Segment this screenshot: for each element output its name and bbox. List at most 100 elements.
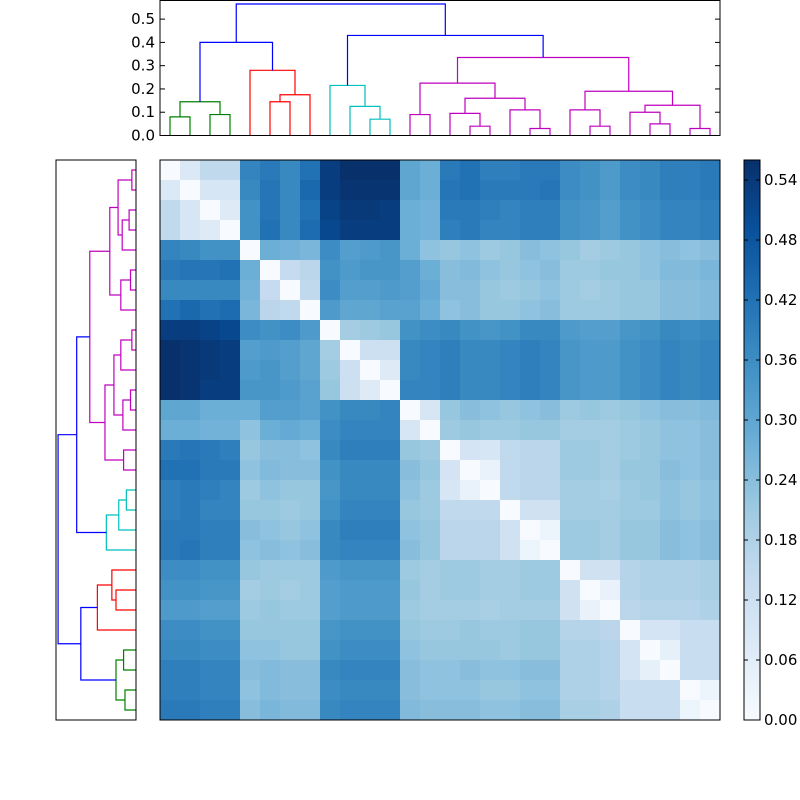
heatmap-cell (600, 420, 621, 441)
heatmap-cell (300, 340, 321, 361)
heatmap-cell (320, 300, 341, 321)
left-dendrogram-link (129, 389, 136, 411)
heatmap-cell (420, 160, 441, 181)
heatmap-cell (220, 240, 241, 261)
heatmap-cell (540, 280, 561, 301)
heatmap-cell (580, 560, 601, 581)
heatmap-cell (320, 460, 341, 481)
colorbar-gradient (744, 160, 760, 720)
heatmap-cell (220, 700, 241, 721)
heatmap-cell (480, 260, 501, 281)
heatmap-cell (260, 440, 281, 461)
heatmap-cell (340, 700, 361, 721)
heatmap-cell (600, 160, 621, 181)
heatmap-cell (180, 420, 201, 441)
heatmap-cell (320, 260, 341, 281)
heatmap-cell (700, 340, 721, 361)
heatmap-cell (200, 280, 221, 301)
heatmap-cell (520, 460, 541, 481)
heatmap-cell (600, 580, 621, 601)
heatmap-cell (680, 620, 701, 641)
heatmap-cell (260, 620, 281, 641)
heatmap-cell (340, 200, 361, 221)
heatmap-cell (420, 180, 441, 201)
heatmap-cell (400, 360, 421, 381)
heatmap-cell (280, 640, 301, 661)
heatmap-cell (660, 360, 681, 381)
heatmap-cell (440, 240, 461, 261)
left-dendrogram-frame (55, 159, 137, 721)
heatmap-cell (560, 160, 581, 181)
heatmap-cell (660, 460, 681, 481)
heatmap-cell (560, 680, 581, 701)
heatmap-cell (180, 380, 201, 401)
heatmap-cell (660, 160, 681, 181)
heatmap-cell (380, 540, 401, 561)
heatmap-cell (200, 480, 221, 501)
heatmap-cell (580, 440, 601, 461)
heatmap-cell (700, 700, 721, 721)
heatmap-cell (660, 680, 681, 701)
heatmap-cell (220, 280, 241, 301)
heatmap-cell (680, 400, 701, 421)
heatmap-cell (220, 620, 241, 641)
heatmap-cell (400, 640, 421, 661)
heatmap-cell (500, 560, 521, 581)
heatmap-cell (680, 320, 701, 341)
heatmap-cell (420, 620, 441, 641)
heatmap-cell (180, 200, 201, 221)
heatmap-cell (380, 620, 401, 641)
heatmap-cell (160, 640, 181, 661)
heatmap-cell (200, 400, 221, 421)
heatmap-cell (360, 280, 381, 301)
heatmap-cell (600, 300, 621, 321)
heatmap-cell (660, 500, 681, 521)
heatmap-cell (620, 340, 641, 361)
heatmap-cell (420, 400, 441, 421)
heatmap-cell (560, 580, 581, 601)
heatmap-cell (660, 600, 681, 621)
heatmap-cell (480, 560, 501, 581)
heatmap-cell (240, 660, 261, 681)
top-dendrogram-link (509, 109, 541, 136)
heatmap-cell (400, 200, 421, 221)
heatmap-cell (400, 400, 421, 421)
heatmap-cell (500, 340, 521, 361)
heatmap-cell (480, 220, 501, 241)
top-dendrogram-link (569, 109, 601, 136)
heatmap-cell (180, 400, 201, 421)
heatmap-cell (340, 620, 361, 641)
heatmap-cell (400, 300, 421, 321)
heatmap-cell (500, 180, 521, 201)
heatmap-cell (360, 680, 381, 701)
heatmap-cell (220, 400, 241, 421)
heatmap-cell (440, 380, 461, 401)
heatmap-cell (280, 520, 301, 541)
heatmap-cell (340, 280, 361, 301)
heatmap-cell (580, 500, 601, 521)
heatmap-cell (540, 520, 561, 541)
heatmap-cell (560, 640, 581, 661)
heatmap-cell (480, 680, 501, 701)
heatmap-cell (460, 300, 481, 321)
heatmap-cell (380, 580, 401, 601)
heatmap-cell (700, 400, 721, 421)
heatmap-cell (440, 280, 461, 301)
heatmap-cell (600, 640, 621, 661)
heatmap-cell (320, 500, 341, 521)
heatmap-cell (580, 640, 601, 661)
heatmap-cell (660, 380, 681, 401)
heatmap-cell (480, 460, 501, 481)
heatmap-cell (200, 200, 221, 221)
heatmap-cell (160, 700, 181, 721)
heatmap-cell (600, 240, 621, 261)
heatmap-cell (620, 700, 641, 721)
heatmap-cell (300, 600, 321, 621)
heatmap-cell (280, 160, 301, 181)
heatmap-cell (340, 540, 361, 561)
heatmap-cell (580, 420, 601, 441)
heatmap-cell (380, 440, 401, 461)
heatmap-cell (280, 680, 301, 701)
heatmap-cell (540, 260, 561, 281)
heatmap-cell (680, 180, 701, 201)
